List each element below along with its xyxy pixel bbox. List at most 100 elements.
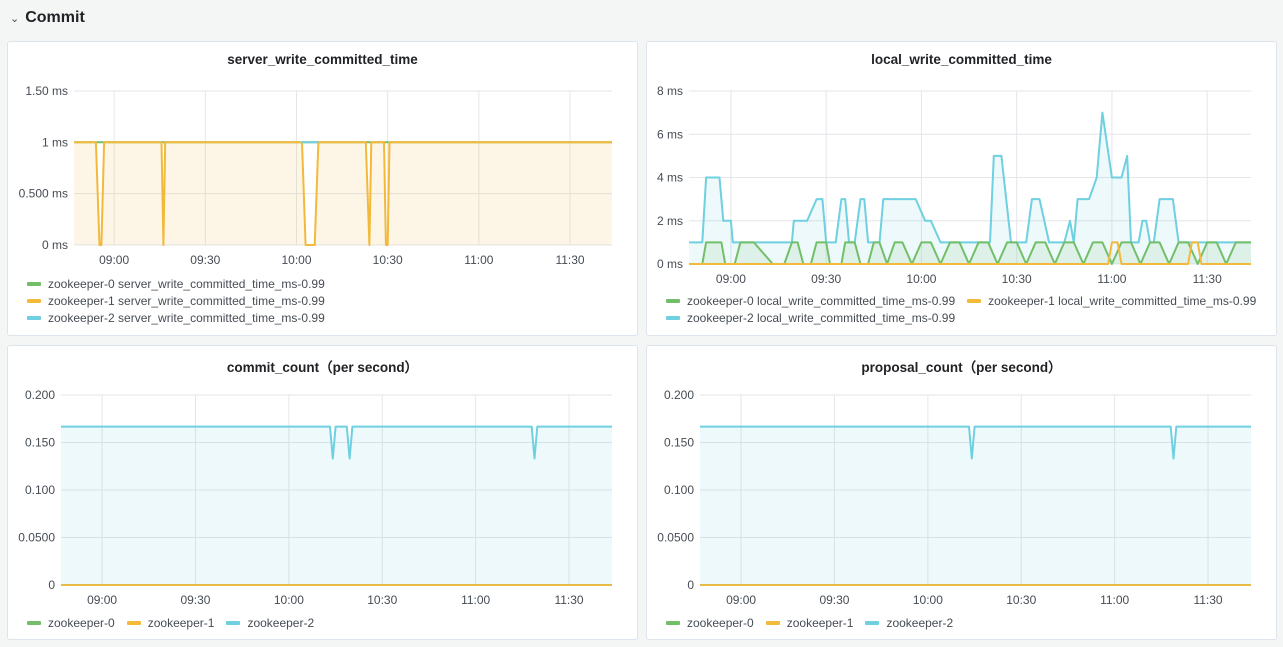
row-header-commit[interactable]: ⌄ Commit xyxy=(10,6,85,30)
legend-swatch xyxy=(27,621,41,625)
chart-local-write-committed-time[interactable]: 0 ms 2 ms 4 ms 6 ms 8 ms 09:00 09:30 10:00 10:30… xyxy=(647,42,1278,337)
legend-label: zookeeper-1 xyxy=(786,616,854,630)
x-tick-label: 11:30 xyxy=(555,253,584,267)
y-tick-label: 1.50 ms xyxy=(25,84,68,98)
legend-label: zookeeper-2 local_write_committed_time_m… xyxy=(687,311,956,325)
legend-swatch xyxy=(865,621,880,625)
y-tick-label: 0.0500 xyxy=(18,531,55,545)
x-tick-label: 10:00 xyxy=(913,593,943,607)
legend: zookeeper-0 server_write_committed_time_… xyxy=(27,277,627,325)
legend-swatch xyxy=(666,299,680,303)
x-tick-label: 09:30 xyxy=(811,272,841,286)
y-tick-label: 0 xyxy=(48,578,55,592)
legend-swatch xyxy=(27,299,41,303)
legend-swatch xyxy=(27,316,41,320)
y-tick-label: 0.200 xyxy=(25,388,55,402)
x-tick-label: 09:30 xyxy=(180,593,210,607)
series-line[interactable] xyxy=(74,141,612,246)
x-tick-label: 11:00 xyxy=(1097,272,1126,286)
legend-label: zookeeper-2 xyxy=(886,616,954,630)
legend-label: zookeeper-0 server_write_committed_time_… xyxy=(48,277,325,291)
y-tick-label: 0.150 xyxy=(25,436,55,450)
panel-title[interactable]: commit_count（per second） xyxy=(226,360,419,375)
series-area xyxy=(689,242,1251,264)
panel-local-write-committed-time: local_write_committed_time 0 ms 2 ms 4 ms 6… xyxy=(646,41,1277,336)
legend-item-zookeeper-2[interactable]: zookeeper-2 xyxy=(226,616,314,630)
legend-swatch xyxy=(666,621,680,625)
x-tick-label: 10:30 xyxy=(1002,272,1032,286)
legend-swatch xyxy=(226,621,241,625)
y-tick-label: 2 ms xyxy=(657,214,683,228)
chart-server-write-committed-time[interactable]: 0 ms 0.500 ms 1 ms 1.50 ms 09:00 09:30 10:00 10… xyxy=(8,42,639,337)
x-tick-label: 09:00 xyxy=(726,593,756,607)
y-tick-label: 8 ms xyxy=(657,84,683,98)
legend-item-zookeeper-2[interactable]: zookeeper-2 xyxy=(865,616,953,630)
series-area xyxy=(74,142,612,245)
series-area xyxy=(689,112,1251,264)
series-line[interactable] xyxy=(61,425,612,460)
legend-item-zookeeper-0[interactable]: zookeeper-0 local_write_committed_time_m… xyxy=(666,294,955,308)
legend: zookeeper-0 local_write_committed_time_m… xyxy=(666,294,1276,325)
legend-item-zookeeper-2[interactable]: zookeeper-2 server_write_committed_time_… xyxy=(27,311,627,325)
panel-title[interactable]: local_write_committed_time xyxy=(871,52,1052,67)
x-tick-label: 09:30 xyxy=(190,253,220,267)
y-tick-label: 0.150 xyxy=(664,436,694,450)
legend-label: zookeeper-0 xyxy=(687,616,754,630)
legend: zookeeper-0 zookeeper-1 zookeeper-2 xyxy=(27,616,627,630)
x-tick-label: 10:00 xyxy=(274,593,304,607)
panel-title[interactable]: proposal_count（per second） xyxy=(861,360,1062,375)
y-tick-label: 0.0500 xyxy=(657,531,694,545)
legend-item-zookeeper-0[interactable]: zookeeper-0 xyxy=(27,616,115,630)
x-tick-label: 09:00 xyxy=(716,272,746,286)
legend-swatch xyxy=(27,282,41,286)
y-tick-label: 0.500 ms xyxy=(19,187,68,201)
x-tick-label: 11:30 xyxy=(1193,272,1222,286)
panel-proposal-count: proposal_count（per second） 0 0.0500 0.100 0… xyxy=(646,345,1277,640)
x-tick-label: 10:00 xyxy=(281,253,311,267)
legend-label: zookeeper-1 server_write_committed_time_… xyxy=(48,294,325,308)
row-title: Commit xyxy=(25,9,85,26)
panel-server-write-committed-time: server_write_committed_time 0 ms 0.500 ms… xyxy=(7,41,638,336)
legend-item-zookeeper-1[interactable]: zookeeper-1 xyxy=(126,616,215,630)
series-area xyxy=(700,426,1251,585)
legend-label: zookeeper-2 server_write_committed_time_… xyxy=(48,311,325,325)
legend-item-zookeeper-0[interactable]: zookeeper-0 server_write_committed_time_… xyxy=(27,277,627,291)
legend-swatch xyxy=(967,299,982,303)
x-tick-label: 10:30 xyxy=(1006,593,1036,607)
x-tick-label: 09:00 xyxy=(99,253,129,267)
y-tick-label: 0.100 xyxy=(25,483,55,497)
legend-label: zookeeper-1 local_write_committed_time_m… xyxy=(988,294,1257,308)
x-tick-label: 11:00 xyxy=(461,593,490,607)
y-tick-label: 0.100 xyxy=(664,483,694,497)
series-line[interactable] xyxy=(700,425,1251,460)
y-tick-label: 1 ms xyxy=(42,135,68,149)
legend-item-zookeeper-1[interactable]: zookeeper-1 server_write_committed_time_… xyxy=(27,294,627,308)
x-tick-label: 09:00 xyxy=(87,593,117,607)
legend-label: zookeeper-2 xyxy=(247,616,315,630)
x-tick-label: 11:00 xyxy=(1100,593,1129,607)
legend-label: zookeeper-0 xyxy=(48,616,115,630)
x-tick-label: 11:00 xyxy=(464,253,493,267)
series-line[interactable] xyxy=(689,241,1251,265)
chart-proposal-count[interactable]: 0 0.0500 0.100 0.150 0.200 09:00 09:30 10:00 10:… xyxy=(647,346,1278,641)
legend-item-zookeeper-1[interactable]: zookeeper-1 local_write_committed_time_m… xyxy=(967,294,1256,308)
x-tick-label: 09:30 xyxy=(819,593,849,607)
panel-title[interactable]: server_write_committed_time xyxy=(227,52,418,67)
legend-item-zookeeper-0[interactable]: zookeeper-0 xyxy=(666,616,754,630)
x-tick-label: 10:30 xyxy=(373,253,403,267)
y-tick-label: 0 xyxy=(687,578,694,592)
y-tick-label: 0 ms xyxy=(42,238,68,252)
series-area xyxy=(61,426,612,585)
x-tick-label: 10:30 xyxy=(367,593,397,607)
x-tick-label: 11:30 xyxy=(554,593,583,607)
legend-item-zookeeper-1[interactable]: zookeeper-1 xyxy=(765,616,854,630)
y-tick-label: 0.200 xyxy=(664,388,694,402)
y-tick-label: 0 ms xyxy=(657,257,683,271)
legend-item-zookeeper-2[interactable]: zookeeper-2 local_write_committed_time_m… xyxy=(666,311,955,325)
chart-commit-count[interactable]: 0 0.0500 0.100 0.150 0.200 09:00 09:30 10:00 10:… xyxy=(8,346,639,641)
legend-swatch xyxy=(126,621,141,625)
legend-label: zookeeper-1 xyxy=(147,616,215,630)
y-tick-label: 6 ms xyxy=(657,127,683,141)
legend-swatch xyxy=(765,621,780,625)
panel-commit-count: commit_count（per second） 0 0.0500 0.100 0.1… xyxy=(7,345,638,640)
